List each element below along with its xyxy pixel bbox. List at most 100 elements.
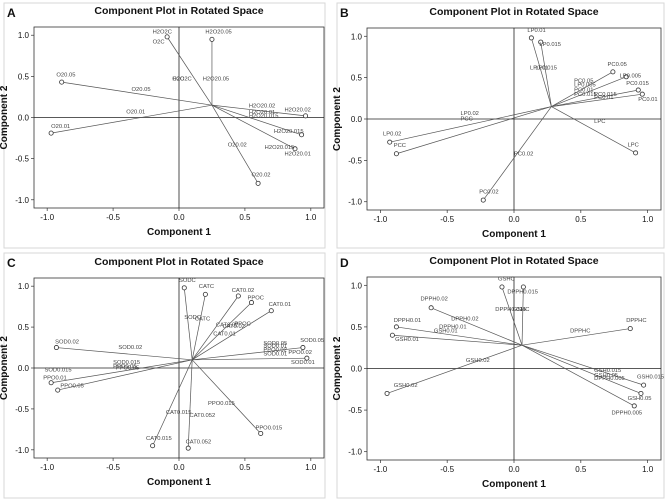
variable-label: LP0.02	[461, 111, 479, 117]
loading-point	[499, 284, 505, 290]
x-axis-label: Component 1	[482, 229, 546, 240]
variable-label: H2O2C	[153, 30, 172, 36]
x-axis-label: Component 1	[482, 479, 546, 490]
loading-point	[150, 443, 156, 449]
loading-point	[248, 300, 254, 306]
loading-point	[268, 308, 274, 314]
loading-vector-line	[191, 295, 239, 361]
panel-b: B Component Plot in Rotated Space -1.0 -0.5…	[332, 2, 665, 249]
y-tick-label: 1.0	[351, 32, 363, 41]
chart-title: Component Plot in Rotated Space	[94, 5, 263, 17]
variable-label: GSH0.02	[394, 383, 418, 389]
loading-vector-line	[521, 344, 635, 407]
loading-point	[635, 87, 641, 93]
variable-label: GSH0.02	[466, 358, 490, 364]
variable-label: LP0.02	[383, 132, 401, 138]
variable-label: DPPHC	[570, 329, 590, 335]
variable-label: PC0.02	[479, 189, 498, 195]
loading-vector-line	[396, 106, 552, 155]
y-tick-label: 0.0	[18, 364, 30, 373]
loading-point	[181, 285, 187, 291]
y-tick-label: -0.5	[15, 155, 29, 164]
loading-vector-line	[191, 310, 272, 361]
variable-label: O2C	[172, 76, 184, 82]
y-tick-label: 0.0	[351, 115, 363, 124]
variable-label: SOD0.01	[291, 360, 315, 366]
loading-point	[48, 130, 54, 136]
variable-label: H2O20.02	[249, 104, 275, 110]
loading-point	[639, 91, 645, 97]
panel-frame	[3, 252, 326, 499]
panel-frame	[3, 2, 326, 249]
x-tick-label: 0.5	[239, 463, 251, 472]
loading-vector-line	[192, 347, 303, 361]
loading-vector-line	[521, 344, 642, 394]
loading-vector-line	[551, 71, 614, 107]
variable-label: LP0.005	[620, 74, 642, 80]
variable-label: CAT0.01	[269, 302, 291, 308]
variable-label: SOD0.05	[300, 338, 324, 344]
x-tick-label: 1.0	[642, 215, 654, 224]
y-tick-label: -1.0	[348, 448, 362, 457]
loading-point	[393, 324, 399, 330]
loading-vector-line	[551, 76, 627, 107]
variable-label: GSH0.05	[628, 396, 652, 402]
loading-point	[258, 430, 264, 436]
variable-label: CAT0.052	[190, 413, 216, 419]
panel-letter: C	[7, 256, 16, 270]
variable-label: SOD0.05	[263, 341, 287, 347]
x-tick-label: 1.0	[305, 213, 317, 222]
loading-point	[299, 132, 305, 138]
loading-point	[623, 74, 629, 80]
loading-point	[292, 146, 298, 152]
loading-vector-line	[521, 344, 644, 386]
variable-label: GSH0.015	[637, 374, 664, 380]
loading-vector-line	[396, 326, 523, 346]
variable-label: DPPH0.01	[439, 325, 466, 331]
loading-point	[53, 345, 59, 351]
loading-point	[638, 390, 644, 396]
y-axis-label: Component 2	[332, 336, 343, 400]
loading-point	[387, 139, 393, 145]
variable-label: PCC	[461, 117, 473, 123]
loading-vector-line	[211, 104, 296, 150]
loading-vector-line	[551, 93, 643, 107]
variable-label: SODC	[179, 278, 196, 284]
variable-label: CAT0.02	[216, 322, 238, 328]
variable-label: CATC	[195, 317, 210, 323]
loading-point	[255, 180, 261, 186]
loading-point	[428, 305, 434, 311]
variable-label: H2O20.01	[284, 151, 310, 157]
loading-point	[185, 445, 191, 451]
loading-vector-line	[386, 344, 523, 394]
variable-label: O20.01	[51, 124, 70, 130]
loading-vector-line	[211, 104, 259, 184]
variable-label: LP0.01	[530, 65, 548, 71]
variable-label: O20.05	[132, 87, 151, 93]
chart-title: Component Plot in Rotated Space	[429, 6, 598, 18]
panel-frame	[336, 252, 665, 499]
loading-point	[304, 355, 310, 361]
y-tick-label: 0.5	[351, 323, 363, 332]
loading-point	[631, 403, 637, 409]
variable-label: O20.02	[252, 173, 271, 179]
variable-label: SOD0.02	[55, 339, 79, 345]
variable-label: PPO0.05	[116, 366, 140, 372]
loading-vector-line	[392, 334, 523, 346]
loading-point	[633, 150, 639, 156]
loading-point	[235, 293, 241, 299]
x-tick-label: 0.0	[173, 463, 185, 472]
loading-vector-line	[211, 104, 302, 136]
variable-label: H2O20.015	[249, 114, 279, 120]
y-tick-label: 0.5	[351, 74, 363, 83]
x-tick-label: -1.0	[373, 215, 387, 224]
panel-frame	[336, 2, 665, 249]
variable-label: H2O20.015	[274, 129, 304, 135]
variable-label: PPO0.02	[263, 348, 287, 354]
variable-label: PPOC	[234, 321, 250, 327]
loading-point	[48, 380, 54, 386]
variable-label: LPC	[594, 119, 605, 125]
variable-label: H2O2C	[172, 76, 191, 82]
variable-label: GSH0.05	[594, 373, 618, 379]
